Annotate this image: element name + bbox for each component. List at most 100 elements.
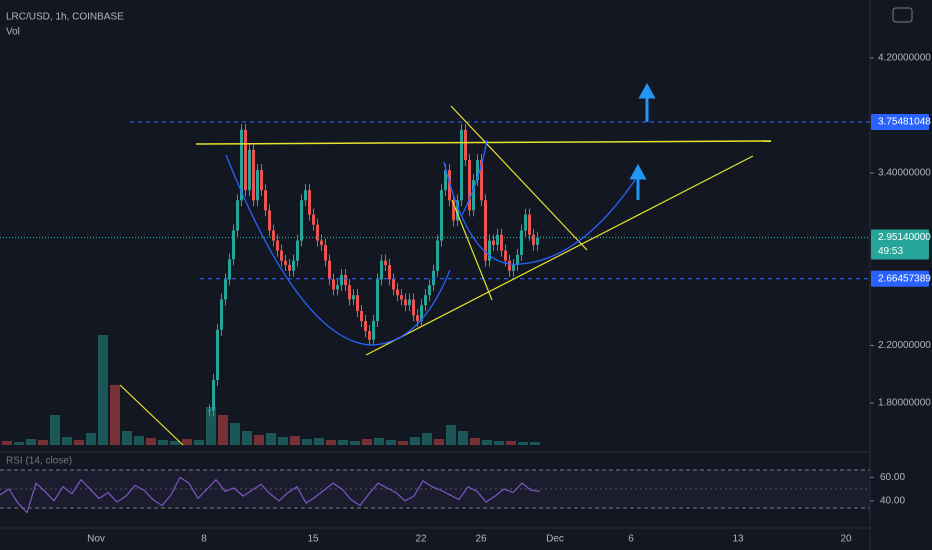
volume-bar	[122, 431, 132, 445]
candle	[364, 321, 367, 332]
volume-bar	[398, 441, 408, 445]
price-lines	[0, 121, 870, 280]
volume-bar	[362, 439, 372, 445]
candle	[388, 264, 391, 280]
candle	[520, 230, 523, 255]
candle	[536, 237, 539, 245]
volume-bar	[254, 435, 264, 445]
candle	[288, 264, 291, 271]
candle	[348, 285, 351, 300]
time-label: 15	[307, 534, 319, 545]
candle	[516, 254, 519, 265]
candle	[324, 244, 327, 261]
candle	[432, 270, 435, 286]
time-label: 13	[732, 534, 744, 545]
candle	[440, 190, 443, 241]
rsi-tick-label: 60.00	[880, 472, 905, 483]
candle	[488, 240, 491, 261]
volume-bar	[110, 385, 120, 445]
candle	[468, 160, 471, 211]
cup-curve	[225, 154, 451, 346]
candle	[408, 299, 411, 306]
volume-bar	[158, 440, 168, 445]
candle	[480, 160, 483, 201]
countdown: 49:53	[878, 246, 903, 257]
price-marker-label: 2.95140000	[878, 232, 931, 243]
volume-bar	[338, 440, 348, 445]
price-tick-label: 2.20000000	[878, 340, 931, 351]
candle	[336, 285, 339, 290]
candle	[404, 299, 407, 306]
candles	[208, 123, 539, 417]
candle	[360, 310, 363, 322]
volume-bar	[374, 438, 384, 445]
volume-bar	[62, 437, 72, 445]
candle	[368, 331, 371, 340]
candle	[320, 240, 323, 245]
candle	[472, 180, 475, 211]
volume-bar	[386, 440, 396, 445]
candle	[308, 190, 311, 215]
volume-bar	[206, 407, 216, 445]
candle	[420, 305, 423, 322]
drawings	[119, 82, 772, 446]
candle	[524, 214, 527, 231]
candle	[212, 380, 215, 411]
candle	[232, 230, 235, 260]
candle	[340, 275, 343, 286]
volume-bar	[290, 436, 300, 445]
candle	[376, 279, 379, 322]
price-marker-label: 3.75481048	[878, 117, 931, 128]
volume-bar	[146, 438, 156, 445]
candle	[352, 295, 355, 300]
candle	[504, 250, 507, 261]
candle	[372, 321, 375, 340]
price-tick-label: 3.40000000	[878, 168, 931, 179]
candle	[496, 234, 499, 245]
candle	[328, 260, 331, 280]
volume-bar	[2, 441, 12, 445]
candle	[412, 299, 415, 316]
time-label: 8	[201, 534, 207, 545]
candle	[460, 129, 463, 201]
time-label: Dec	[546, 534, 564, 545]
candle	[476, 160, 479, 181]
arrow-up	[638, 82, 656, 122]
volume-bar	[446, 425, 456, 445]
volume-bar	[266, 433, 276, 445]
candle	[256, 170, 259, 201]
candle	[268, 210, 271, 231]
candle	[260, 170, 263, 191]
candle	[240, 129, 243, 201]
rsi-pane	[0, 476, 541, 514]
handle-curve	[461, 139, 488, 216]
price-tick-label: 1.80000000	[878, 398, 931, 409]
candle	[508, 260, 511, 271]
candle	[236, 200, 239, 231]
arrow-up	[629, 163, 647, 200]
candle	[512, 264, 515, 271]
volume-bar	[98, 335, 108, 445]
candle	[276, 240, 279, 251]
candle	[400, 295, 403, 300]
candle	[248, 149, 251, 191]
candle	[528, 214, 531, 235]
cup-curve	[443, 161, 636, 265]
volume-bar	[314, 438, 324, 445]
candle	[416, 315, 419, 322]
volume-bar	[14, 442, 24, 445]
volume-bar	[26, 439, 36, 445]
time-label: 6	[628, 534, 634, 545]
candle	[332, 279, 335, 290]
settings-icon[interactable]	[892, 7, 913, 23]
price-marker-box	[871, 270, 929, 287]
wedge-line	[451, 199, 493, 301]
candle	[284, 260, 287, 265]
price-scale: 4.20000000 3.40000000 2.20000000 1.80000000…	[870, 53, 931, 506]
volume-bar	[506, 441, 516, 445]
candle	[300, 200, 303, 241]
volume-bar	[470, 438, 480, 445]
time-label: 20	[840, 534, 852, 545]
candle	[220, 299, 223, 330]
